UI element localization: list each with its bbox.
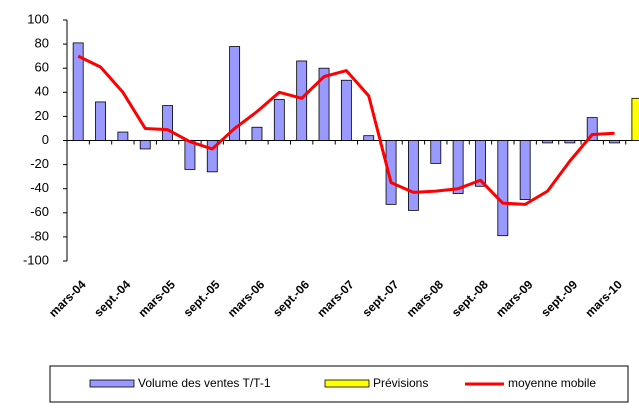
x-tick-label: mars-08 [404, 277, 447, 320]
bar [542, 140, 553, 144]
bar [407, 140, 419, 211]
bar [162, 105, 174, 141]
y-tick-label: -60 [30, 204, 49, 219]
line-series [77, 54, 615, 206]
y-tick-label: 100 [27, 11, 49, 26]
x-tick-label: sept.-06 [270, 277, 312, 319]
bar [229, 46, 241, 141]
legend-label: moyenne mobile [508, 376, 596, 390]
y-tick-label: -80 [30, 228, 49, 243]
bar [318, 67, 330, 141]
x-tick-label: sept.-04 [91, 277, 133, 319]
bar [117, 131, 129, 141]
bar [631, 97, 639, 141]
bar [251, 126, 263, 141]
bar [139, 140, 151, 150]
bar [72, 42, 84, 141]
legend-label: Prévisions [373, 376, 428, 390]
legend-swatch [324, 379, 370, 388]
x-tick-label: sept.-05 [181, 277, 223, 319]
y-tick-label: 60 [35, 60, 49, 75]
bar [475, 140, 486, 187]
bar [385, 140, 397, 205]
x-tick-label: mars-09 [493, 277, 536, 320]
y-tick-label: -40 [30, 180, 49, 195]
bar [609, 140, 621, 144]
legend-label: Volume des ventes T/T-1 [138, 376, 271, 390]
x-tick-label: mars-05 [135, 277, 178, 320]
x-tick-label: mars-07 [314, 277, 357, 320]
bar [340, 79, 352, 141]
bar [206, 140, 218, 173]
y-tick-label: 40 [35, 84, 49, 99]
x-tick-label: sept.-08 [449, 277, 491, 319]
y-tick-label: -20 [30, 156, 49, 171]
bar [363, 135, 375, 141]
bar [95, 101, 106, 141]
x-tick-label: mars-06 [225, 277, 268, 320]
y-tick-label: 80 [35, 36, 49, 51]
x-tick-label: sept.-07 [359, 277, 401, 319]
bar [273, 99, 285, 141]
y-tick-label: 20 [35, 108, 49, 123]
bar [564, 140, 576, 144]
x-tick-label: mars-04 [46, 277, 89, 320]
y-tick-label: 0 [42, 132, 49, 147]
bar [184, 140, 196, 170]
x-tick-label: sept.-09 [538, 277, 580, 319]
x-tick-label: mars-10 [582, 277, 625, 320]
bar [430, 140, 442, 164]
bar [296, 60, 308, 141]
bar [586, 117, 598, 141]
y-tick-label: -100 [23, 252, 49, 267]
legend-swatch [89, 379, 135, 388]
bar [452, 140, 464, 194]
bar [497, 140, 509, 237]
bar [519, 140, 531, 200]
